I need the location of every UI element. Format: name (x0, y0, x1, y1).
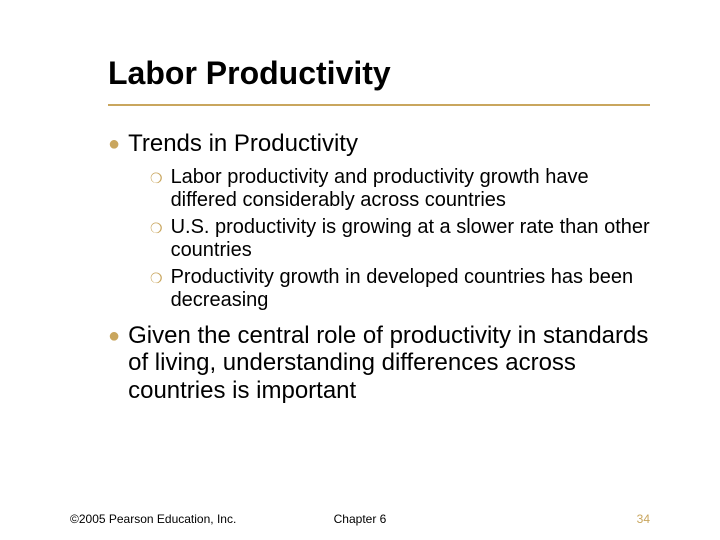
circle-bullet-icon: ❍ (150, 220, 163, 237)
disc-bullet-icon: ● (108, 133, 120, 156)
circle-bullet-icon: ❍ (150, 270, 163, 287)
bullet-level1-text: Given the central role of productivity i… (128, 322, 650, 405)
bullet-level2-text: Labor productivity and productivity grow… (171, 166, 650, 212)
slide-title: Labor Productivity (108, 55, 650, 92)
bullet-level2-text: U.S. productivity is growing at a slower… (171, 216, 650, 262)
circle-bullet-icon: ❍ (150, 170, 163, 187)
title-underline (108, 104, 650, 106)
bullet-level2: ❍ U.S. productivity is growing at a slow… (150, 216, 650, 262)
page-number: 34 (637, 512, 650, 526)
bullet-level2: ❍ Productivity growth in developed count… (150, 266, 650, 312)
chapter-text: Chapter 6 (0, 512, 720, 526)
slide: Labor Productivity ● Trends in Productiv… (0, 0, 720, 540)
bullet-level1-text: Trends in Productivity (128, 130, 358, 158)
bullet-level2: ❍ Labor productivity and productivity gr… (150, 166, 650, 212)
disc-bullet-icon: ● (108, 325, 120, 348)
bullet-group-1: ● Trends in Productivity ❍ Labor product… (90, 130, 650, 312)
bullet-level1: ● Given the central role of productivity… (108, 322, 650, 405)
bullet-level1: ● Trends in Productivity (108, 130, 650, 158)
bullet-level2-text: Productivity growth in developed countri… (171, 266, 650, 312)
